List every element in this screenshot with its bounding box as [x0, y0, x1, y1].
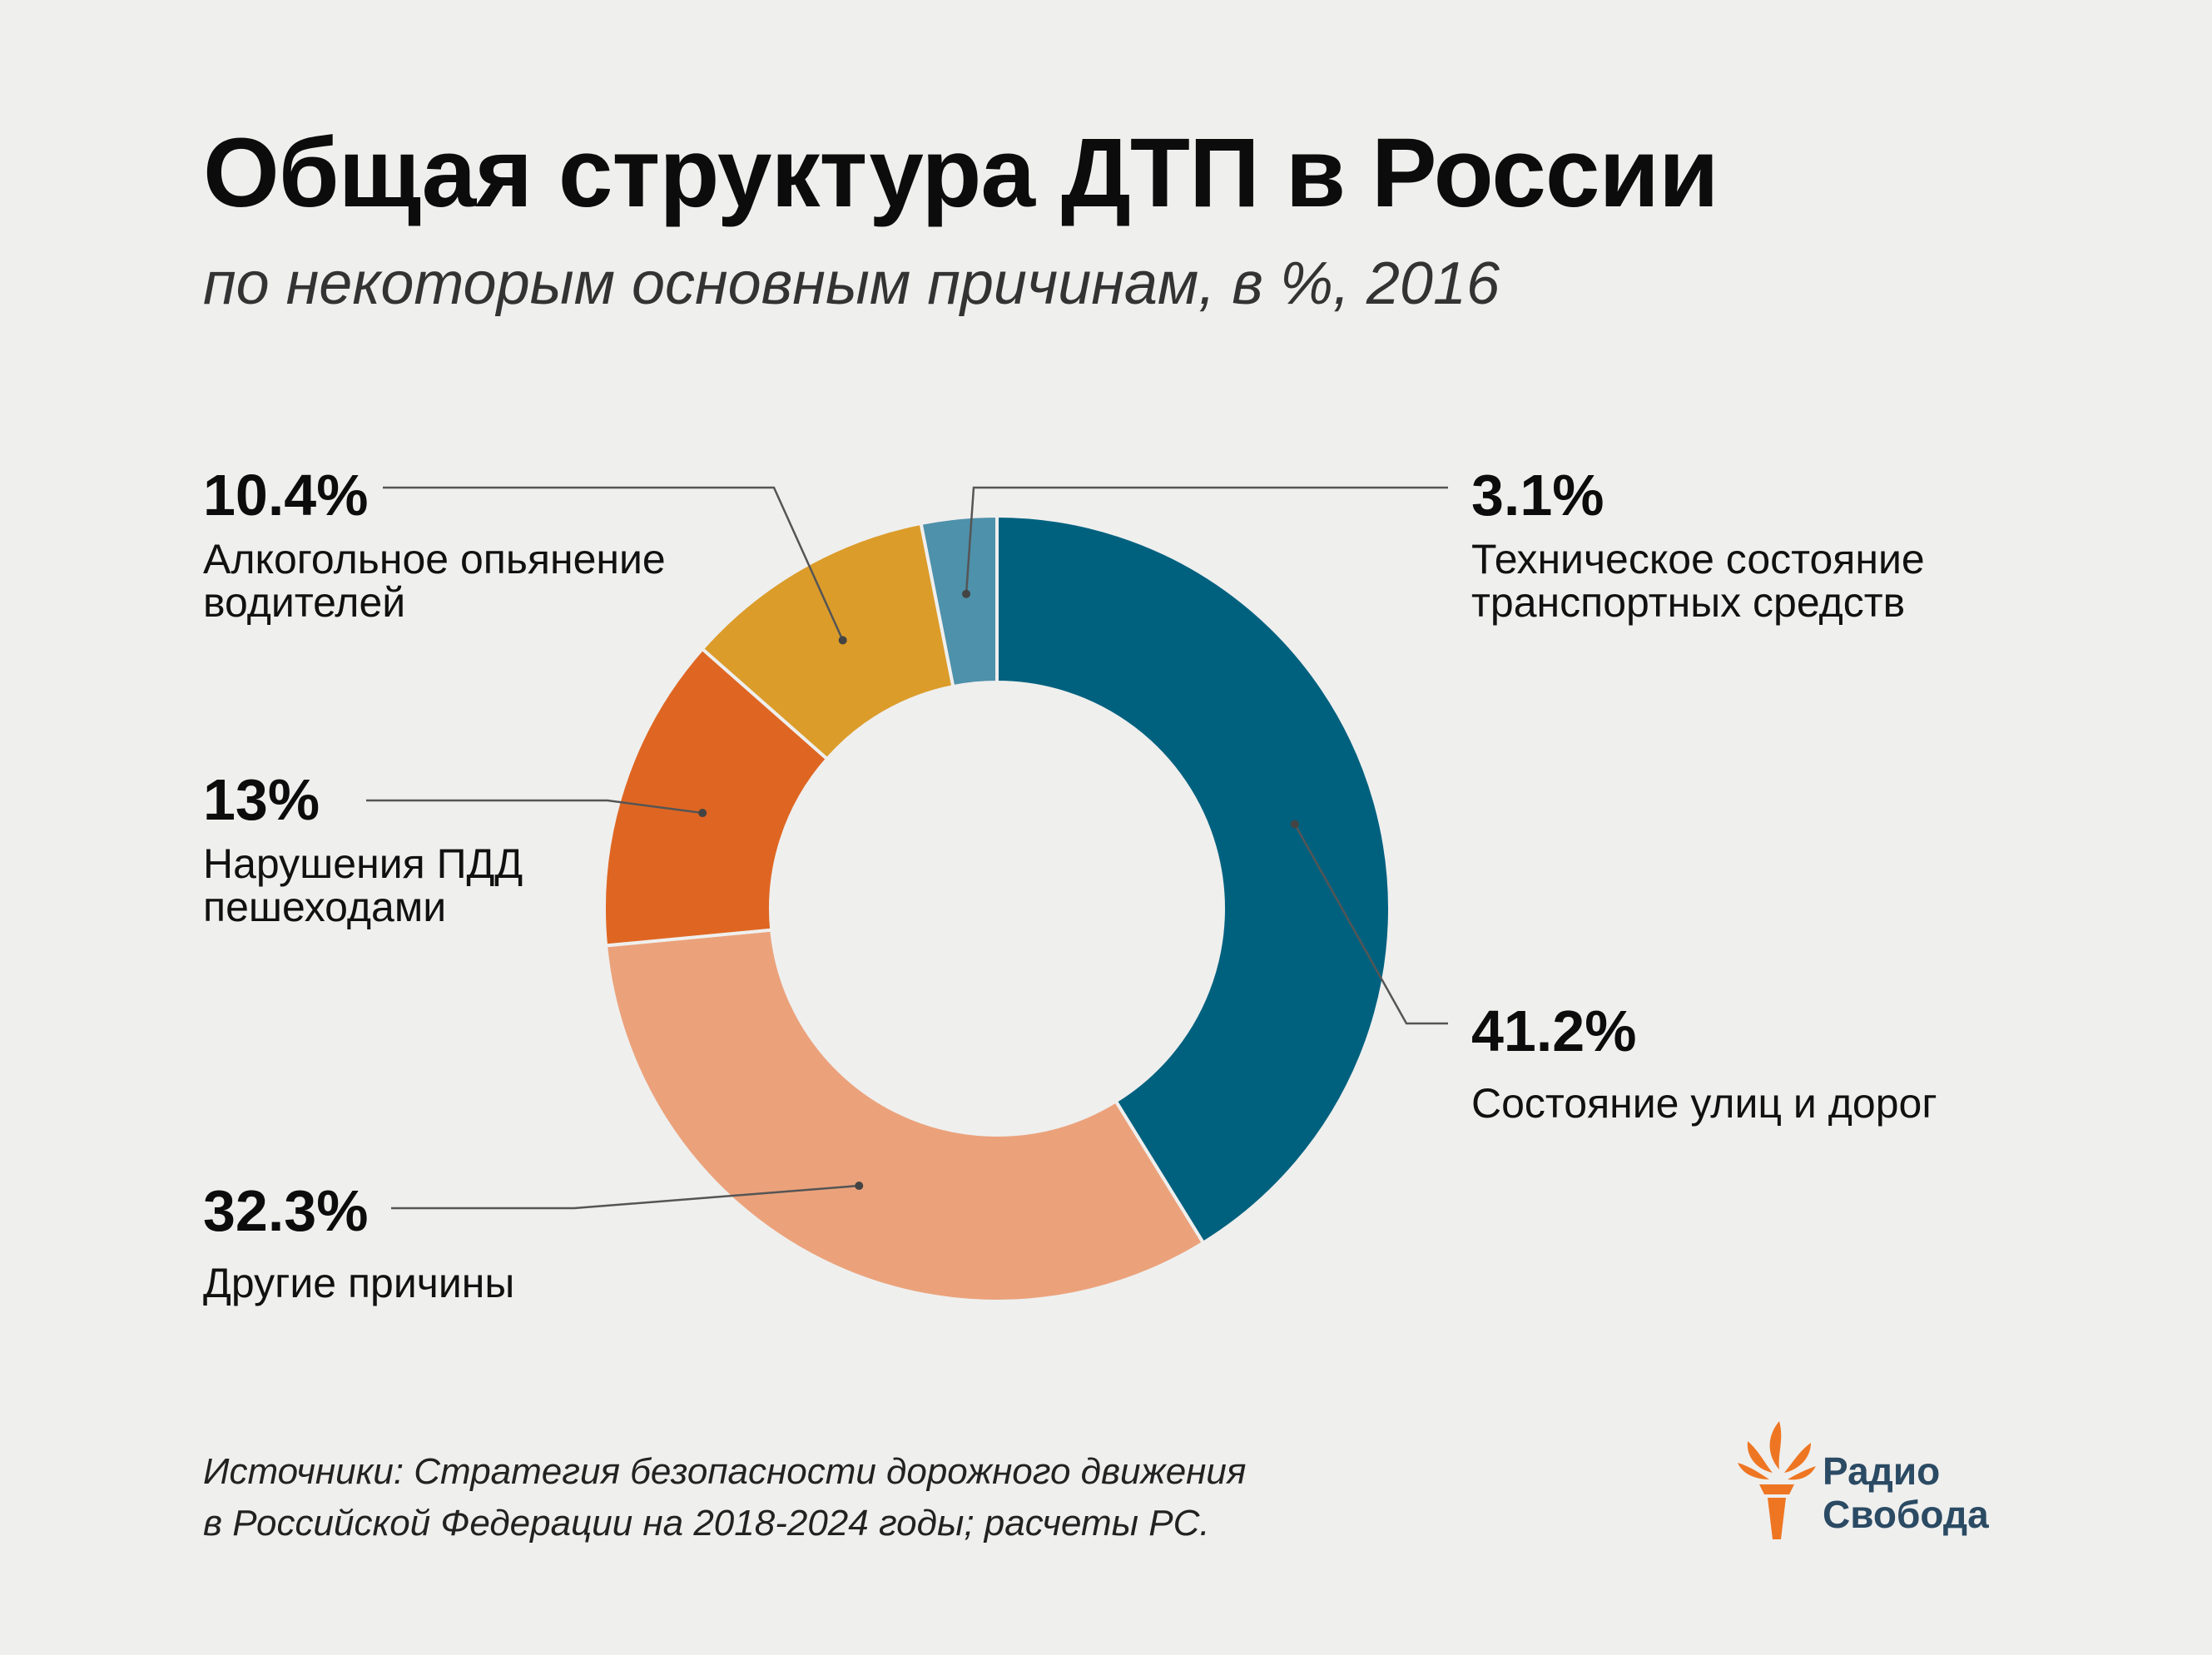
leader-dot-pedestrians — [698, 809, 707, 818]
label-text-pedestrians: Нарушения ПДД пешеходами — [203, 842, 786, 929]
radio-svoboda-logo: Радио Свобода — [1731, 1415, 2031, 1548]
label-pct-roads: 41.2% — [1471, 998, 1637, 1063]
leader-dot-roads — [1290, 820, 1299, 829]
label-text-technical-line1: Техническое состояние — [1471, 536, 1925, 582]
leader-line-alcohol — [383, 486, 844, 641]
label-pct-pedestrians: 13% — [203, 767, 320, 832]
source-note: Источники: Стратегия безопасности дорожн… — [203, 1446, 1368, 1549]
torch-icon — [1738, 1421, 1816, 1539]
leader-dot-alcohol — [838, 636, 847, 645]
donut-slice-pedestrians — [603, 647, 830, 948]
logo-line1: Радио — [1823, 1449, 1941, 1493]
donut-slice-alcohol — [700, 521, 955, 761]
label-text-alcohol-line1: Алкогольное опьянение — [203, 536, 666, 582]
label-text-technical: Техническое состояние транспортных средс… — [1471, 538, 2054, 624]
leader-line-technical — [965, 486, 1448, 594]
label-pct-alcohol: 10.4% — [203, 463, 369, 528]
label-text-alcohol-line2: водителей — [203, 579, 406, 626]
label-text-roads: Состояние улиц и дорог — [1471, 1080, 1937, 1127]
label-pct-other: 32.3% — [203, 1178, 369, 1243]
label-text-pedestrians-line1: Нарушения ПДД — [203, 840, 523, 887]
logo-line2: Свобода — [1823, 1493, 1989, 1536]
label-text-pedestrians-line2: пешеходами — [203, 884, 447, 930]
leader-dot-other — [855, 1182, 864, 1191]
donut-slice-roads — [995, 513, 1391, 1246]
leader-line-pedestrians — [366, 799, 703, 815]
leader-line-roads — [1293, 823, 1448, 1025]
label-text-alcohol: Алкогольное опьянение водителей — [203, 538, 786, 624]
donut-slice-technical — [919, 513, 999, 689]
chart-subtitle: по некоторым основным причинам, в %, 201… — [203, 250, 1500, 317]
label-text-technical-line2: транспортных средств — [1471, 579, 1906, 626]
leader-dot-technical — [962, 589, 971, 598]
label-text-other: Другие причины — [203, 1260, 515, 1306]
chart-title: Общая структура ДТП в России — [203, 118, 1719, 228]
source-line2: в Российской Федерации на 2018-2024 годы… — [203, 1503, 1210, 1544]
source-line1: Источники: Стратегия безопасности дорожн… — [203, 1451, 1247, 1492]
donut-slice-other — [603, 928, 1206, 1303]
logo-text: Радио Свобода — [1823, 1449, 1989, 1536]
leader-line-other — [391, 1184, 860, 1210]
label-pct-technical: 3.1% — [1471, 463, 1604, 528]
